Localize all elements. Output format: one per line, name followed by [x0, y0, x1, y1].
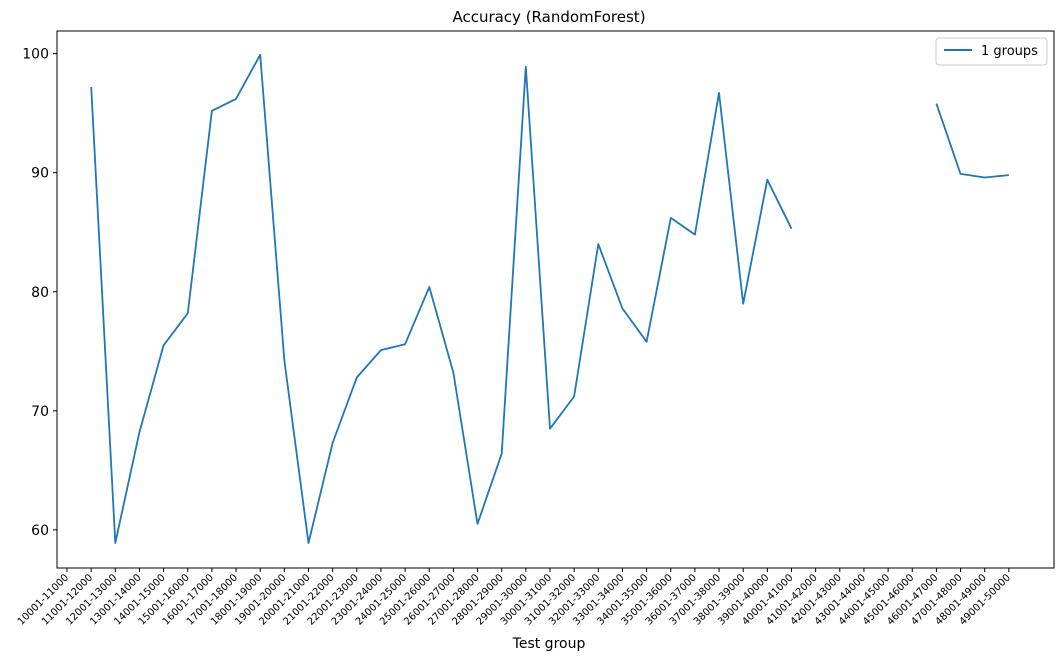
- plot-area: [56, 30, 1055, 569]
- y-tick-label: 60: [31, 523, 49, 539]
- y-tick-label: 100: [22, 47, 49, 63]
- legend-box: [935, 37, 1048, 66]
- series-line: [90, 53, 793, 544]
- series-layer: [90, 53, 1009, 544]
- series-line: [935, 103, 1009, 179]
- y-tick-label: 90: [31, 166, 49, 182]
- y-axis: 60 70 80 90 100: [22, 47, 57, 539]
- chart-title: Accuracy (RandomForest): [452, 8, 645, 26]
- x-axis-title: Test group: [512, 636, 586, 652]
- legend: 1 groups: [935, 37, 1048, 66]
- x-axis: 10001-1100011001-1200012001-1300013001-1…: [16, 568, 1013, 628]
- y-tick-label: 80: [31, 285, 49, 301]
- legend-label-1-groups: 1 groups: [981, 44, 1038, 59]
- y-tick-label: 70: [31, 404, 49, 420]
